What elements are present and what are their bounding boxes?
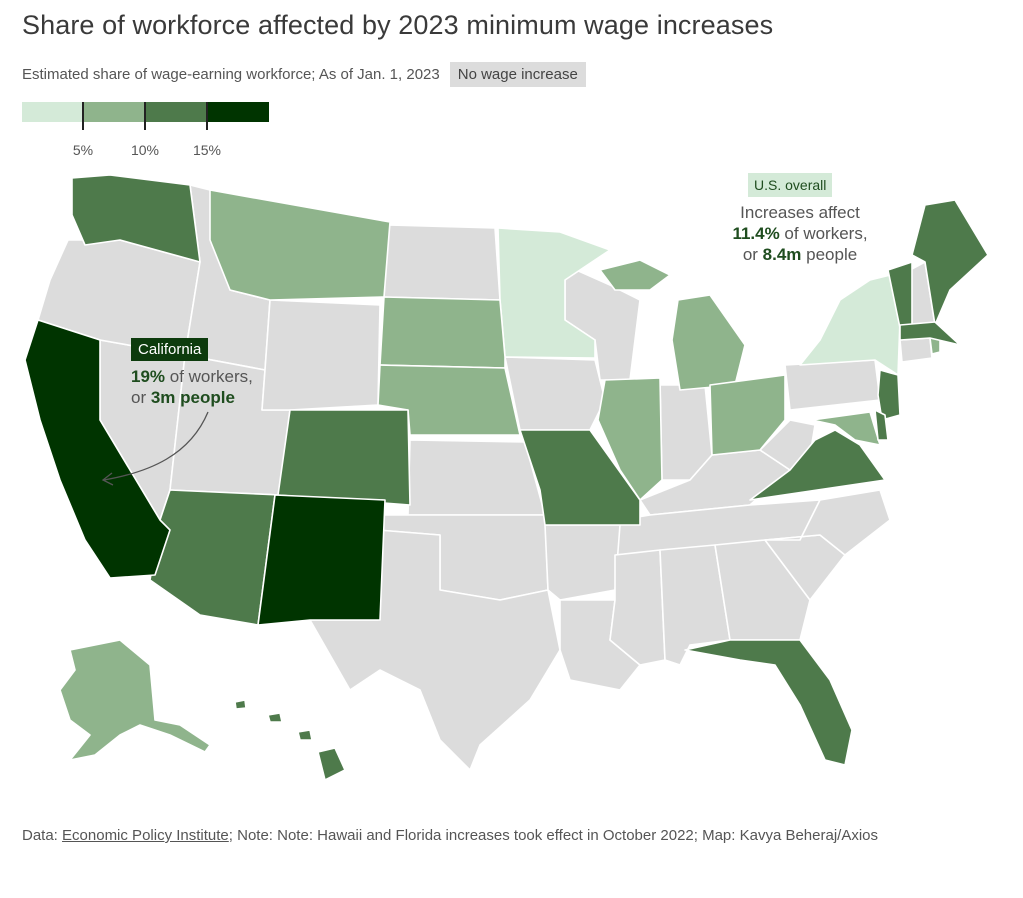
state-pennsylvania xyxy=(784,359,881,411)
state-hawaii-oahu xyxy=(267,712,283,723)
state-wyoming xyxy=(261,299,381,411)
us-map-svg xyxy=(24,174,989,781)
us-overall-annotation: Increases affect 11.4% of workers, or 8.… xyxy=(700,202,900,265)
state-missouri xyxy=(519,429,641,526)
state-new-mexico xyxy=(257,494,386,626)
subtitle-row: Estimated share of wage-earning workforc… xyxy=(22,62,586,87)
state-washington xyxy=(71,174,201,263)
source-link[interactable]: Economic Policy Institute xyxy=(62,827,229,844)
legend-label-10: 10% xyxy=(130,142,160,158)
state-hawaii-big-island xyxy=(317,747,346,781)
state-texas xyxy=(309,529,561,771)
state-north-carolina xyxy=(764,489,891,556)
state-virginia xyxy=(749,429,886,501)
state-montana xyxy=(209,189,391,301)
legend-tick-10 xyxy=(144,102,146,130)
no-increase-legend-chip: No wage increase xyxy=(449,62,586,87)
us-overall-share-value: 11.4% xyxy=(732,224,780,243)
footer-credits: Data: Economic Policy Institute; Note: N… xyxy=(22,818,982,853)
legend-bin-3 xyxy=(145,102,207,122)
state-florida xyxy=(684,639,853,766)
legend-label-5: 5% xyxy=(72,142,94,158)
legend-tick-15 xyxy=(206,102,208,130)
state-california xyxy=(24,319,171,579)
california-arrow-head xyxy=(101,472,114,486)
state-maine xyxy=(911,199,989,326)
california-share-value: 19% xyxy=(131,367,166,386)
california-count-prefix: or xyxy=(131,388,151,407)
california-count-value: 3m people xyxy=(150,388,235,407)
california-label-chip: California xyxy=(131,338,209,361)
us-overall-line1: Increases affect xyxy=(740,203,860,222)
us-overall-count-value: 8.4m xyxy=(762,245,802,264)
state-nebraska xyxy=(377,364,521,436)
legend-bin-2 xyxy=(83,102,145,122)
us-overall-share-text: of workers, xyxy=(779,224,868,243)
state-mississippi xyxy=(609,549,666,666)
state-colorado xyxy=(277,409,411,506)
california-share-text: of workers, xyxy=(165,367,253,386)
state-hawaii-kauai xyxy=(234,699,247,710)
us-overall-count-prefix: or xyxy=(742,245,763,264)
state-north-dakota xyxy=(383,224,501,301)
state-michigan xyxy=(671,294,746,391)
footer-note: ; Note: Note: Hawaii and Florida increas… xyxy=(228,827,879,844)
state-alaska xyxy=(59,639,211,761)
state-michigan-up xyxy=(599,259,671,291)
legend-bin-1 xyxy=(22,102,83,122)
state-arkansas xyxy=(544,524,621,601)
state-delaware xyxy=(874,409,889,441)
california-annotation: 19% of workers, or 3m people xyxy=(131,366,253,408)
us-overall-label-chip: U.S. overall xyxy=(748,173,833,197)
subtitle: Estimated share of wage-earning workforc… xyxy=(22,66,440,83)
footer-data-prefix: Data: xyxy=(22,827,63,844)
state-ohio xyxy=(709,374,786,456)
state-massachusetts xyxy=(899,321,961,346)
california-annotation-arrow xyxy=(103,411,209,481)
state-kansas xyxy=(407,439,546,516)
legend-bin-4 xyxy=(207,102,269,122)
state-connecticut xyxy=(899,337,933,363)
state-hawaii-maui xyxy=(297,729,313,741)
state-georgia xyxy=(714,539,811,641)
us-map xyxy=(0,160,1023,800)
state-new-jersey xyxy=(877,369,901,421)
us-overall-count-text: people xyxy=(801,245,858,264)
state-maryland xyxy=(811,411,881,446)
color-legend: 5% 10% 15% xyxy=(22,102,269,162)
legend-tick-5 xyxy=(82,102,84,130)
state-south-dakota xyxy=(379,296,506,369)
chart-title: Share of workforce affected by 2023 mini… xyxy=(22,10,774,40)
state-new-york xyxy=(799,274,901,376)
legend-label-15: 15% xyxy=(192,142,222,158)
state-iowa xyxy=(504,356,606,431)
